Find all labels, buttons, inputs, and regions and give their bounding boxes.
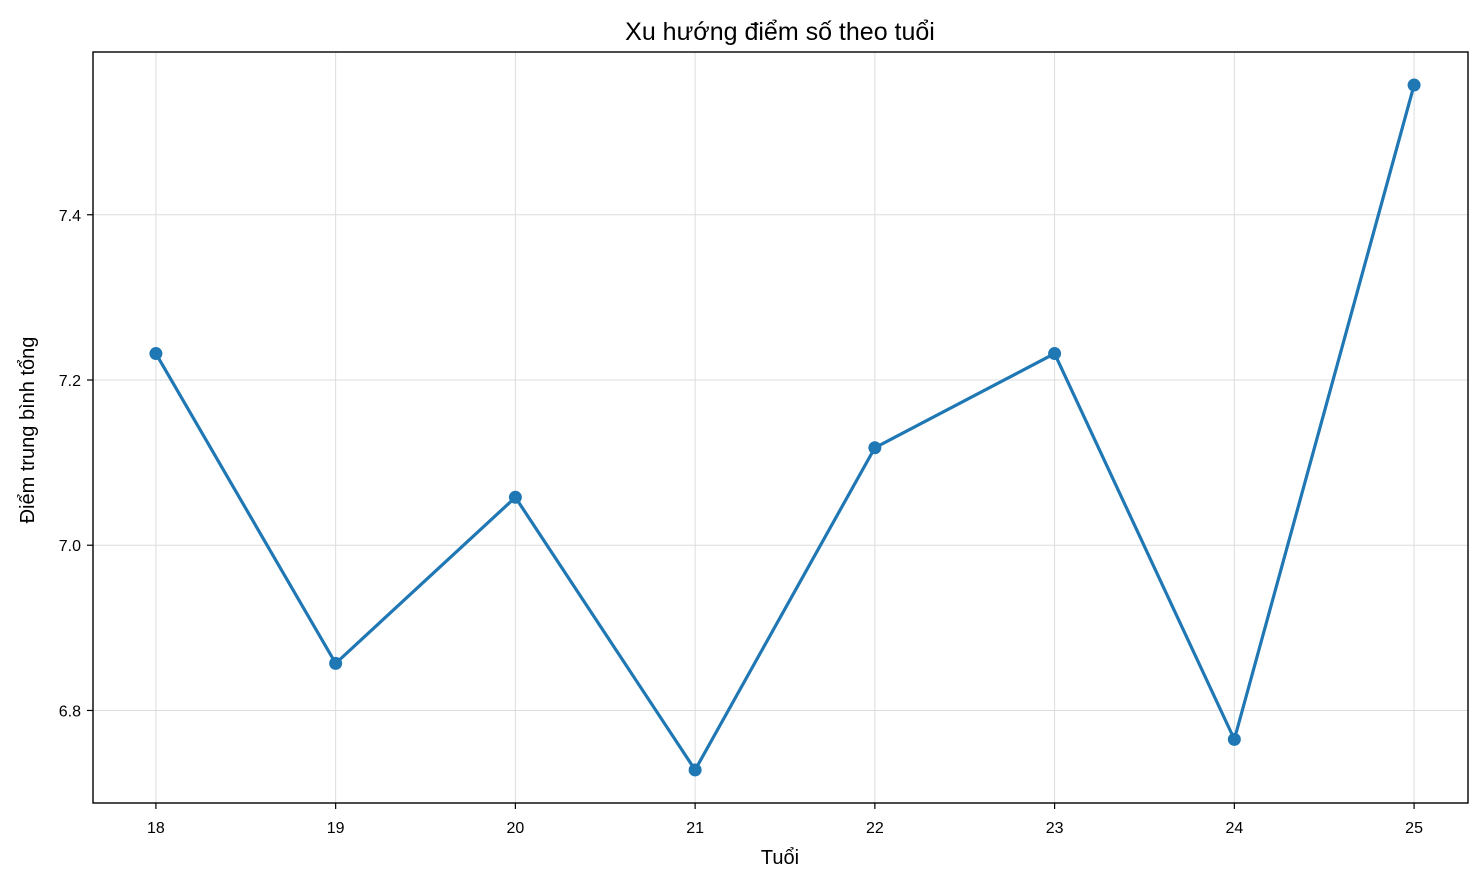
data-point — [1227, 732, 1241, 746]
y-tick-label: 7.0 — [59, 538, 81, 555]
y-tick-label: 7.2 — [59, 373, 81, 390]
x-tick-label: 18 — [147, 820, 165, 837]
data-point — [329, 656, 343, 670]
grid — [93, 52, 1468, 803]
data-point — [868, 441, 882, 455]
chart-title: Xu hướng điểm số theo tuổi — [625, 18, 935, 46]
x-axis-label: Tuổi — [761, 847, 799, 869]
y-tick-label: 7.4 — [59, 208, 81, 225]
y-tick-label: 6.8 — [59, 703, 81, 720]
x-tick-label: 19 — [327, 820, 345, 837]
x-axis-ticks: 18 19 20 21 22 23 24 25 — [147, 803, 1423, 837]
x-tick-label: 23 — [1046, 820, 1064, 837]
data-point — [688, 763, 702, 777]
data-point — [1048, 347, 1062, 361]
y-axis-ticks: 6.8 7.0 7.2 7.4 — [59, 208, 93, 720]
x-tick-label: 20 — [506, 820, 524, 837]
data-point — [149, 347, 163, 361]
series-line-group — [154, 83, 1416, 772]
x-tick-label: 21 — [686, 820, 704, 837]
series-markers — [149, 78, 1421, 777]
data-point — [1407, 78, 1421, 92]
x-tick-label: 22 — [866, 820, 884, 837]
series-line — [154, 83, 1416, 772]
y-axis-label: Điểm trung bình tổng — [17, 337, 39, 524]
data-point — [508, 490, 522, 504]
x-tick-label: 25 — [1405, 820, 1423, 837]
x-tick-label: 24 — [1225, 820, 1243, 837]
plot-frame — [92, 51, 1469, 804]
